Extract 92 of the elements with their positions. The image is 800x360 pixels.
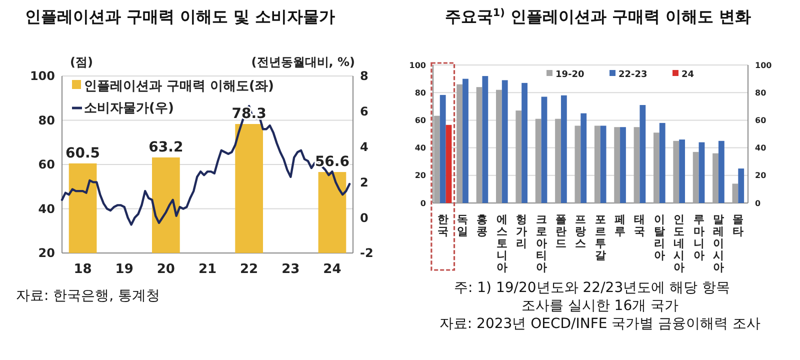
y-tick-label: 40 bbox=[414, 144, 426, 153]
text: 자료: 2023년 OECD/INFE 국가별 금융이해력 조사 bbox=[439, 316, 761, 332]
bar bbox=[732, 184, 738, 203]
text: 주: 1) 19/20년도와 22/23년도에 해당 항목 bbox=[454, 280, 730, 296]
y2-axis-title: (전년동월대비, %) bbox=[251, 55, 355, 69]
y-tick-label: 80 bbox=[38, 113, 55, 128]
bar bbox=[698, 142, 705, 203]
text: 자료: 한국은행, 통계청 bbox=[16, 288, 160, 304]
x-tick-label: 폴란드 bbox=[555, 213, 566, 250]
y-tick-label: 100 bbox=[30, 69, 55, 84]
x-tick-label: 루마니아 bbox=[693, 213, 704, 262]
bar bbox=[718, 140, 724, 203]
x-tick-label: 18 bbox=[74, 262, 92, 277]
x-tick-label: 말레이시아 bbox=[712, 213, 724, 274]
bar bbox=[502, 80, 508, 203]
bar bbox=[560, 95, 567, 203]
x-tick-label: 프랑스 bbox=[575, 213, 586, 250]
x-tick-label: 독일 bbox=[457, 213, 468, 238]
bar bbox=[574, 126, 581, 203]
y2-tick-label: 40 bbox=[755, 144, 767, 153]
bar bbox=[541, 96, 548, 203]
y2-tick-label: 4 bbox=[360, 140, 368, 154]
x-tick-label: 22 bbox=[240, 262, 258, 277]
y-tick-label: 80 bbox=[414, 88, 426, 98]
bar bbox=[446, 124, 452, 203]
y-tick-label: 100 bbox=[409, 60, 426, 70]
bar bbox=[482, 76, 488, 203]
bar bbox=[614, 127, 620, 203]
bar bbox=[594, 126, 600, 203]
x-tick-label: 23 bbox=[282, 262, 300, 277]
x-tick-label: 크로아티아 bbox=[536, 213, 547, 274]
bar bbox=[712, 153, 718, 203]
x-tick-label: 이탈리아 bbox=[654, 213, 665, 262]
x-tick-label: 에스토니아 bbox=[496, 213, 508, 274]
chart-title: 주요국$^{1)}$ 인플레이션과 구매력 이해도 변화 bbox=[444, 7, 752, 26]
y2-tick-label: 60 bbox=[755, 116, 767, 125]
legend-label: 24 bbox=[682, 70, 694, 80]
bar bbox=[580, 113, 587, 203]
y2-tick-label: -2 bbox=[360, 246, 374, 260]
bar bbox=[516, 110, 522, 203]
bar bbox=[600, 126, 606, 203]
x-tick-label: 21 bbox=[198, 262, 217, 277]
bar bbox=[692, 152, 699, 203]
data-label: 56.6 bbox=[314, 154, 350, 170]
bar bbox=[673, 140, 680, 203]
bar bbox=[462, 78, 468, 203]
bar bbox=[679, 140, 685, 203]
legend-label: 인플레이션과 구매력 이해도(좌) bbox=[84, 79, 274, 94]
bar bbox=[496, 90, 502, 203]
x-tick-label: 몰타 bbox=[732, 213, 744, 238]
y-tick-label: 20 bbox=[414, 171, 426, 180]
y-tick-label: 0 bbox=[420, 198, 426, 208]
y-tick-label: 40 bbox=[38, 202, 55, 216]
bar bbox=[640, 105, 646, 203]
y2-tick-label: 80 bbox=[755, 88, 767, 98]
x-tick-label: 헝가리 bbox=[516, 213, 528, 250]
y2-tick-label: 8 bbox=[360, 69, 368, 84]
bar bbox=[634, 127, 640, 203]
x-tick-label: 포르투갈 bbox=[594, 213, 606, 262]
bar bbox=[654, 132, 660, 203]
y2-tick-label: 100 bbox=[755, 60, 772, 70]
x-tick-label: 페루 bbox=[614, 213, 626, 238]
bar bbox=[555, 118, 561, 203]
x-tick-label: 19 bbox=[115, 262, 134, 277]
y2-tick-label: 0 bbox=[360, 210, 368, 225]
bar bbox=[738, 168, 744, 203]
bar bbox=[620, 127, 626, 203]
y-axis-title: (점) bbox=[70, 55, 93, 69]
x-tick-label: 24 bbox=[323, 262, 342, 277]
legend-label: 22-23 bbox=[618, 70, 648, 80]
x-tick-label: 인도네시아 bbox=[674, 213, 685, 274]
y2-tick-label: 2 bbox=[360, 175, 368, 190]
y2-tick-label: 20 bbox=[755, 171, 767, 180]
legend-label: 소비자물가(우) bbox=[84, 101, 174, 116]
bar bbox=[535, 118, 542, 203]
data-label: 60.5 bbox=[66, 145, 100, 162]
y2-tick-label: 0 bbox=[755, 198, 761, 208]
x-tick-label: 20 bbox=[156, 262, 175, 277]
text: 조사를 실시한 16개 국가 bbox=[521, 298, 679, 314]
x-tick-label: 홍콩 bbox=[476, 213, 488, 238]
bar bbox=[476, 87, 482, 203]
data-label: 63.2 bbox=[148, 139, 184, 156]
y2-tick-label: 6 bbox=[360, 104, 368, 119]
bar bbox=[456, 84, 463, 203]
y-tick-label: 60 bbox=[414, 116, 426, 125]
x-tick-label: 한국 bbox=[437, 213, 448, 238]
legend-label: 19-20 bbox=[556, 70, 584, 80]
x-tick-label: 태국 bbox=[634, 213, 646, 238]
bar bbox=[659, 122, 666, 203]
chart-title: 인플레이션과 구매력 이해도 및 소비자물가 bbox=[24, 7, 336, 26]
bar bbox=[522, 82, 528, 203]
y-tick-label: 60 bbox=[38, 158, 55, 172]
